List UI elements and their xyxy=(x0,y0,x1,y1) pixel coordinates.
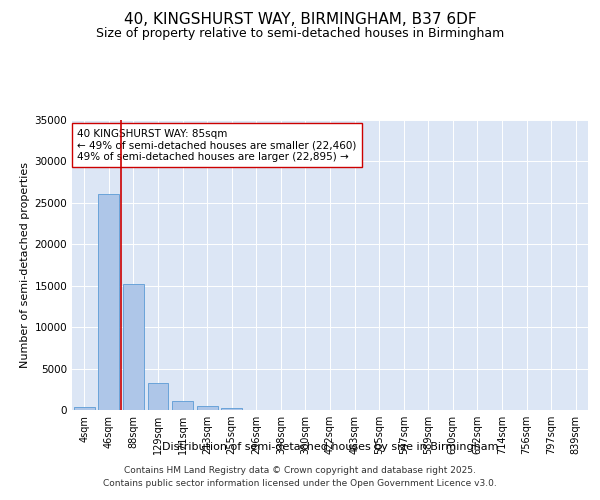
Y-axis label: Number of semi-detached properties: Number of semi-detached properties xyxy=(20,162,30,368)
Bar xyxy=(172,402,193,410)
Bar xyxy=(148,382,169,410)
Text: Distribution of semi-detached houses by size in Birmingham: Distribution of semi-detached houses by … xyxy=(162,442,498,452)
Text: Size of property relative to semi-detached houses in Birmingham: Size of property relative to semi-detach… xyxy=(96,28,504,40)
Text: 40 KINGSHURST WAY: 85sqm
← 49% of semi-detached houses are smaller (22,460)
49% : 40 KINGSHURST WAY: 85sqm ← 49% of semi-d… xyxy=(77,128,356,162)
Text: Contains HM Land Registry data © Crown copyright and database right 2025.
Contai: Contains HM Land Registry data © Crown c… xyxy=(103,466,497,487)
Bar xyxy=(98,194,119,410)
Bar xyxy=(123,284,144,410)
Text: 40, KINGSHURST WAY, BIRMINGHAM, B37 6DF: 40, KINGSHURST WAY, BIRMINGHAM, B37 6DF xyxy=(124,12,476,28)
Bar xyxy=(74,406,95,410)
Bar xyxy=(197,406,218,410)
Bar xyxy=(221,408,242,410)
